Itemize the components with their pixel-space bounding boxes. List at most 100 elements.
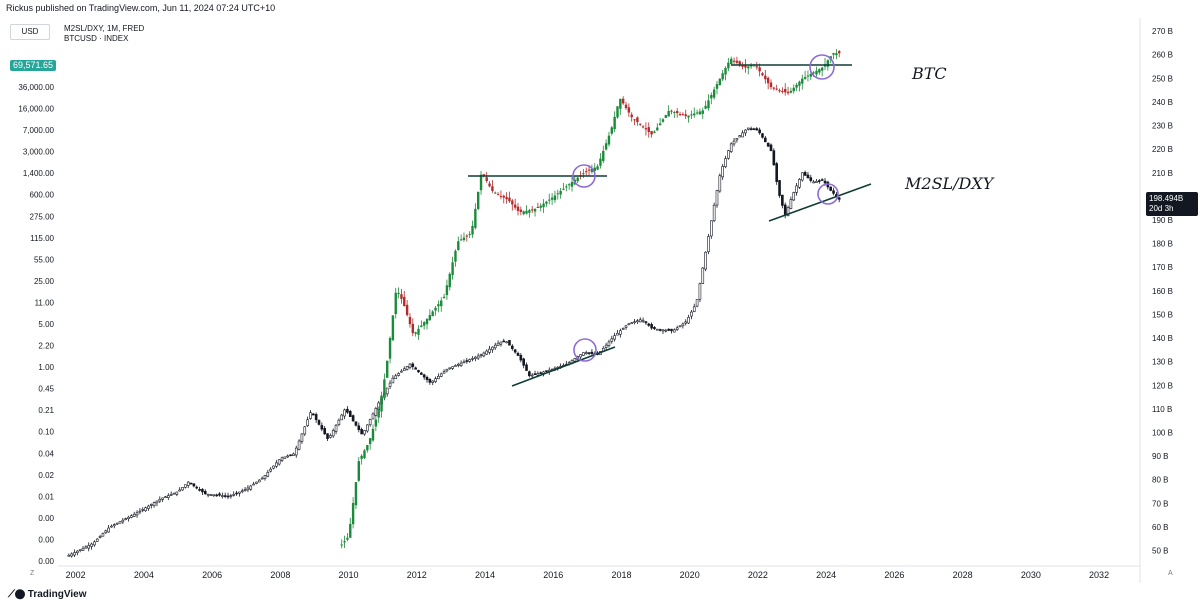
m2-candle-body <box>536 373 540 376</box>
m2-candle-body <box>488 348 491 353</box>
btc-candle-body <box>502 195 505 198</box>
m2-candle-body <box>823 180 827 184</box>
m2-candle-body <box>107 527 110 533</box>
m2-candle-body <box>465 360 469 362</box>
m2-candle-body <box>675 327 679 330</box>
m2-candle-body <box>482 352 486 357</box>
m2-candle-body <box>118 521 122 524</box>
m2-candle-body <box>124 518 127 520</box>
m2-candle-body <box>761 133 764 138</box>
btc-candle-body <box>505 197 508 200</box>
btc-candle-body <box>565 186 568 188</box>
btc-candle-body <box>357 461 360 481</box>
x-tick-label: 2020 <box>680 570 700 580</box>
btc-candle-body <box>693 113 696 116</box>
m2-candle-body <box>445 368 449 372</box>
m2-candle-body <box>764 137 767 143</box>
right-tick-label: 240 B <box>1152 98 1173 107</box>
btc-candle-body <box>476 191 480 209</box>
btc-candle-body <box>701 110 704 114</box>
btc-candle-body <box>772 87 776 89</box>
btc-candle-body <box>758 67 761 72</box>
m2-candle-body <box>525 364 528 371</box>
btc-candle-body <box>531 209 534 211</box>
currency-button[interactable]: USD <box>10 24 50 40</box>
chart-svg[interactable]: 2002 2004 2006 2008 2010 2012 2014 2016 2018 2020… <box>0 18 1200 583</box>
m2-candle-body <box>627 323 631 325</box>
m2-candle-body <box>442 371 446 374</box>
tradingview-logo-icon: ⟋⬤ <box>8 589 28 600</box>
m2-candle-body <box>201 488 204 493</box>
btc-candle-body <box>377 410 380 418</box>
m2-candle-body <box>775 163 778 182</box>
m2-candle-body <box>84 546 88 549</box>
published-text: Rickus published on TradingView.com, Jun… <box>6 3 276 13</box>
btc-candle-body <box>354 482 358 506</box>
m2-candle-body <box>619 330 622 335</box>
btc-candle-body <box>380 395 383 412</box>
btc-candle-body <box>343 541 346 543</box>
right-tick-label: 140 B <box>1152 334 1173 343</box>
btc-candle-body <box>445 285 449 296</box>
m2-candle-body <box>402 368 406 371</box>
btc-candle-body <box>741 65 744 67</box>
btc-candle-body <box>661 119 665 122</box>
btc-candle-body <box>388 338 392 359</box>
m2-candle-body <box>161 497 164 500</box>
m2-candle-body <box>414 367 417 370</box>
corner-auto-label[interactable]: A <box>1168 570 1173 577</box>
m2-candle-body <box>127 516 130 519</box>
m2-candle-body <box>815 180 818 183</box>
btc-candle-body <box>801 78 804 84</box>
right-tick-label: 170 B <box>1152 263 1173 272</box>
btc-candle-body <box>630 114 633 118</box>
m2-candle-body <box>818 180 821 182</box>
m2-candle-body <box>283 456 287 459</box>
btc-candle-body <box>815 70 818 75</box>
m2-candle-body <box>221 495 224 497</box>
tradingview-logo[interactable]: ⟋⬤ TradingView <box>8 589 87 600</box>
m2-candle-body <box>505 341 508 344</box>
m2-candle-body <box>781 194 784 206</box>
btc-candle-body <box>542 203 545 208</box>
m2-candle-body <box>630 322 634 324</box>
m2-candle-body <box>724 158 727 168</box>
m2-candle-body <box>496 342 500 346</box>
btc-candle-body <box>835 53 838 56</box>
btc-candle-body <box>792 87 795 92</box>
btc-candle-body <box>408 316 412 325</box>
btc-candle-body <box>511 200 514 205</box>
btc-candle-body <box>448 273 451 288</box>
btc-candle-body <box>667 111 670 117</box>
btc-candle-body <box>539 205 542 208</box>
chart-area[interactable]: 2002 2004 2006 2008 2010 2012 2014 2016 2018 2020… <box>0 18 1200 583</box>
m2-candle-body <box>707 236 710 252</box>
left-tick-label: 7,000.00 <box>23 126 55 135</box>
left-tick-label: 5.00 <box>38 320 54 329</box>
m2-candle-body <box>587 352 591 354</box>
m2-candle-body <box>783 204 787 216</box>
m2-candle-body <box>266 472 270 477</box>
m2-candle-body <box>323 428 326 435</box>
m2-candle-body <box>633 321 636 324</box>
m2-candle-body <box>158 498 162 502</box>
m2-candle-body <box>530 374 534 377</box>
m2-candle-body <box>752 128 756 131</box>
left-tick-label: 0.00 <box>38 514 54 523</box>
btc-candle-body <box>675 111 679 114</box>
m2-candle-body <box>638 319 642 323</box>
m2-candle-body <box>115 522 119 525</box>
m2-candle-body <box>519 355 523 361</box>
corner-z-label[interactable]: Z <box>30 570 35 577</box>
btc-candle-body <box>798 81 801 86</box>
x-tick-label: 2004 <box>134 570 154 580</box>
btc-candle-body <box>428 315 432 321</box>
header-bar: Rickus published on TradingView.com, Jun… <box>0 0 1200 18</box>
m2-candle-body <box>189 482 193 485</box>
left-tick-label: 36,000.00 <box>18 83 54 92</box>
m2-candle-body <box>363 430 366 435</box>
btc-candle-body <box>718 78 722 86</box>
m2-candle-body <box>755 128 759 131</box>
btc-candle-body <box>724 67 727 75</box>
m2-candle-body <box>340 414 344 421</box>
